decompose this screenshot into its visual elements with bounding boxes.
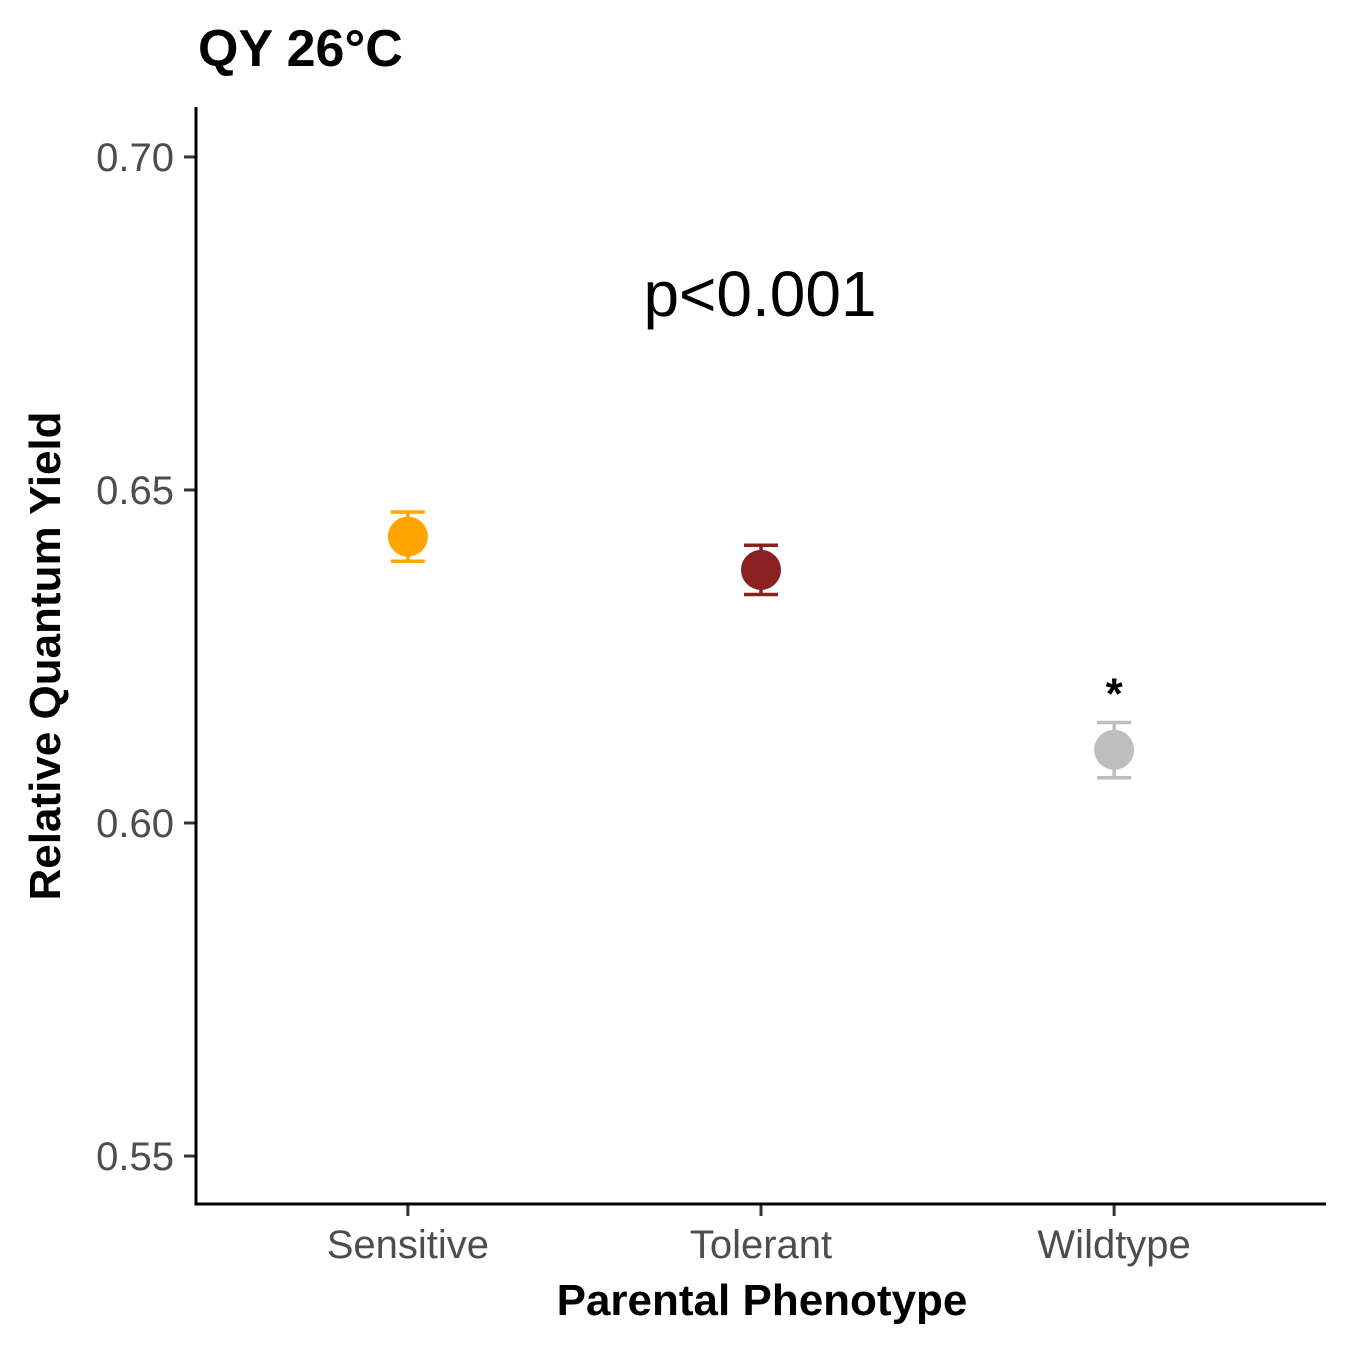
x-tick-label: Wildtype [1037, 1223, 1190, 1267]
mean-point-tolerant [741, 549, 781, 590]
x-axis-ticks: Sensitive Tolerant Wildtype [327, 1204, 1191, 1267]
y-tick-label: 0.55 [96, 1135, 174, 1179]
significance-marker: * [1106, 669, 1124, 718]
x-tick-label: Sensitive [327, 1223, 489, 1267]
chart-title: QY 26°C [198, 20, 403, 78]
y-tick-label: 0.65 [96, 469, 174, 513]
y-axis-title: Relative Quantum Yield [21, 411, 70, 900]
mean-point-sensitive [387, 516, 428, 557]
x-tick-label: Tolerant [690, 1223, 832, 1267]
data-marks: * [387, 510, 1135, 780]
mean-point-wildtype [1094, 729, 1135, 770]
y-tick-label: 0.70 [96, 136, 174, 180]
p-value-annotation: p<0.001 [643, 258, 876, 330]
y-axis-ticks: 0.55 0.60 0.65 0.70 [96, 136, 196, 1179]
x-axis-title: Parental Phenotype [557, 1276, 968, 1325]
y-tick-label: 0.60 [96, 802, 174, 846]
